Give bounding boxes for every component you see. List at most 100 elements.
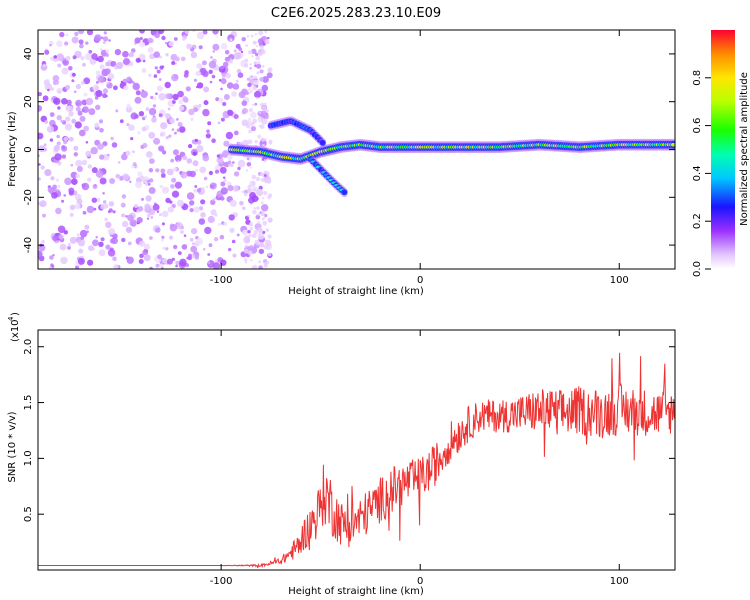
noise-blob (68, 66, 73, 71)
noise-blob (80, 56, 85, 61)
noise-blob (100, 237, 105, 242)
noise-blob (151, 117, 157, 123)
noise-blob (46, 125, 55, 133)
noise-blob (158, 55, 162, 59)
noise-blob (105, 221, 112, 228)
noise-blob (261, 64, 265, 68)
noise-blob (266, 72, 273, 79)
noise-blob (123, 58, 130, 65)
noise-blob (113, 264, 119, 269)
noise-blob (122, 50, 129, 58)
colorbar-tick-label: 0.0 (692, 261, 703, 277)
noise-blob (253, 79, 260, 86)
noise-blob (214, 169, 220, 174)
snr-panel: -100 0 100 0.5 1.0 1.5 2.0 Height of straight … (7, 312, 676, 597)
main-band-core (670, 142, 675, 147)
noise-blob (75, 173, 80, 179)
noise-blob (249, 227, 253, 231)
noise-blob (44, 83, 53, 91)
noise-blob (158, 78, 162, 81)
noise-blob (140, 90, 148, 99)
noise-blob (200, 199, 206, 205)
noise-blob (153, 51, 160, 58)
noise-blob (208, 170, 213, 176)
noise-blob (68, 187, 75, 194)
noise-blob (256, 206, 260, 210)
noise-blob (71, 79, 75, 83)
noise-blob (149, 236, 153, 240)
noise-blob (258, 111, 262, 114)
noise-blob (104, 68, 111, 75)
noise-blob (117, 161, 121, 164)
noise-blob (253, 188, 256, 192)
noise-blob (116, 62, 124, 69)
noise-blob (139, 175, 145, 180)
noise-blob (57, 106, 61, 110)
noise-blob (190, 117, 194, 121)
noise-blob (60, 119, 64, 123)
noise-blob (108, 201, 115, 207)
y-tick-label: 0 (23, 146, 34, 152)
noise-blob (205, 185, 209, 189)
noise-blob (263, 102, 267, 106)
snr-ticks: -100 0 100 0.5 1.0 1.5 2.0 (23, 330, 675, 587)
noise-blob (125, 226, 133, 233)
noise-blob (240, 50, 244, 54)
noise-blob (77, 110, 83, 116)
noise-blob (77, 257, 85, 265)
noise-blob (268, 139, 273, 144)
noise-blob (139, 30, 145, 34)
colorbar-tick-label: 0.6 (692, 118, 703, 134)
noise-blob (259, 77, 264, 82)
noise-blob (220, 181, 226, 187)
noise-blob (88, 108, 96, 116)
noise-blob (186, 158, 193, 164)
noise-blob (161, 235, 165, 239)
noise-blob (237, 72, 244, 78)
noise-blob (241, 37, 246, 42)
noise-blob (193, 188, 198, 193)
noise-blob (155, 168, 160, 173)
noise-blob (137, 131, 141, 135)
noise-blob (220, 259, 227, 266)
noise-blob (76, 166, 83, 172)
noise-blob (56, 115, 62, 121)
noise-blob (247, 117, 252, 122)
noise-blob (200, 212, 206, 218)
noise-blob (248, 223, 252, 227)
upper-branch-core (320, 141, 326, 145)
noise-blob (266, 109, 269, 112)
noise-blob (251, 195, 259, 203)
noise-blob (247, 139, 253, 145)
noise-blob (225, 131, 234, 140)
colorbar-ticks: 0.0 0.2 0.4 0.6 0.8 (692, 70, 711, 277)
noise-blob (267, 252, 272, 257)
noise-blob (227, 160, 232, 164)
noise-blob (233, 49, 237, 53)
noise-blob (79, 229, 88, 238)
noise-blob (76, 198, 83, 205)
noise-blob (193, 78, 197, 82)
noise-blob (216, 154, 220, 158)
noise-blob (245, 169, 249, 172)
noise-blob (134, 37, 141, 44)
noise-blob (85, 53, 92, 61)
noise-blob (169, 224, 178, 232)
noise-blob (196, 82, 204, 89)
noise-blob (161, 238, 164, 242)
noise-blob (72, 72, 76, 77)
noise-blob (220, 187, 228, 195)
noise-blob (176, 118, 179, 121)
noise-blob (177, 251, 182, 256)
noise-blob (38, 163, 41, 166)
noise-blob (40, 165, 45, 170)
noise-blob (61, 199, 65, 203)
noise-blob (49, 44, 52, 47)
noise-blob (258, 30, 264, 36)
noise-blob (127, 241, 132, 246)
noise-blob (232, 83, 240, 90)
noise-blob (222, 101, 227, 107)
noise-blob (208, 60, 217, 69)
noise-blob (99, 177, 107, 185)
noise-blob (110, 136, 114, 141)
